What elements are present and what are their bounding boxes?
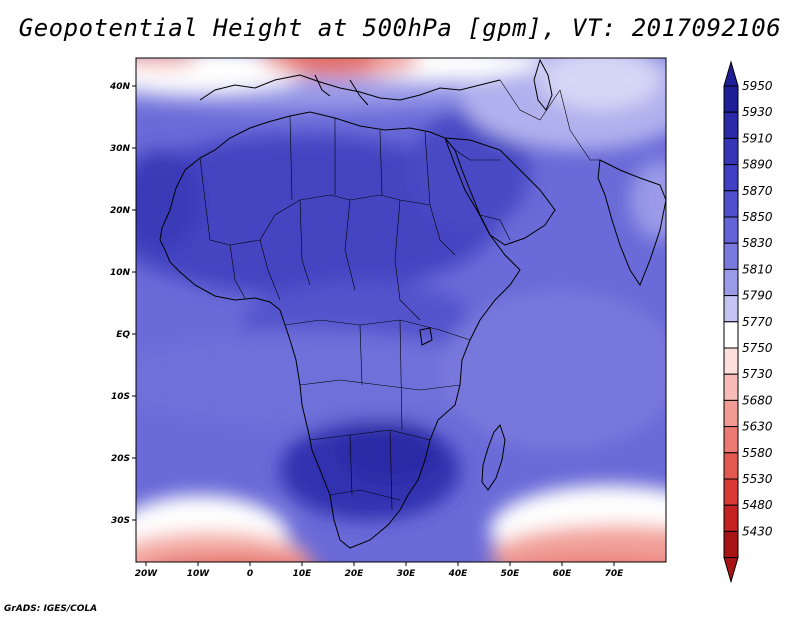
colorbar-label: 5950 — [742, 79, 773, 93]
colorbar-label: 5530 — [742, 472, 773, 486]
lat-tick-label: 10N — [110, 268, 131, 278]
colorbar-label: 5430 — [742, 524, 773, 538]
map-title: Geopotential Height at 500hPa [gpm], VT:… — [18, 14, 782, 42]
colorbar-swatch — [723, 399, 739, 428]
colorbar-swatch — [723, 504, 739, 532]
colorbar-swatch — [723, 530, 739, 559]
colorbar-label: 5810 — [742, 262, 773, 276]
colorbar-swatch — [723, 426, 739, 454]
lon-tick-label: 40E — [448, 569, 469, 579]
colorbar-swatch — [723, 190, 739, 218]
colorbar-swatch — [723, 478, 739, 506]
colorbar-swatch — [723, 216, 739, 244]
colorbar-swatch — [723, 111, 739, 139]
lon-tick-label: 10E — [293, 569, 313, 579]
colorbar-label: 5730 — [742, 367, 773, 381]
colorbar-label: 5480 — [742, 498, 773, 512]
lon-tick-label: 0 — [247, 569, 253, 579]
lon-tick-label: 70E — [605, 569, 625, 579]
lat-tick-label: 20N — [110, 206, 131, 216]
lat-tick-label: 30S — [111, 516, 130, 526]
plot-frame — [135, 57, 667, 563]
colorbar-swatch — [723, 164, 739, 192]
lat-tick-label: 10S — [111, 392, 130, 402]
lon-tick-label: 60E — [553, 569, 573, 579]
colorbar-label: 5770 — [742, 315, 773, 329]
colorbar-swatch — [723, 321, 739, 349]
colorbar-swatch — [723, 452, 739, 480]
lat-tick-label: EQ — [116, 330, 130, 340]
lat-tick-label: 40N — [109, 82, 131, 92]
colorbar-label: 5930 — [742, 105, 773, 119]
colorbar-label: 5630 — [742, 420, 773, 434]
borders — [199, 79, 600, 511]
colorbar-label: 5750 — [742, 341, 773, 355]
colorbar-label: 5870 — [742, 184, 773, 198]
footer-credit: GrADS: IGES/COLA — [4, 604, 98, 614]
lon-tick-label: 20E — [345, 569, 365, 579]
colorbar-swatch — [723, 347, 739, 375]
lon-tick-label: 10W — [187, 569, 211, 579]
lon-tick-label: 30E — [397, 569, 417, 579]
lon-tick-label: 50E — [501, 569, 521, 579]
latitude-axis: 40N 30N 20N 10N EQ 10S 20S 30S — [109, 82, 136, 526]
coastlines — [159, 58, 666, 549]
colorbar-top-arrow — [723, 60, 739, 87]
colorbar-swatch — [723, 373, 739, 401]
lat-tick-label: 20S — [111, 454, 130, 464]
colorbar-swatch — [723, 268, 739, 297]
colorbar-swatch — [723, 137, 739, 166]
lat-tick-label: 30N — [110, 144, 131, 154]
colorbar-label: 5850 — [742, 210, 773, 224]
lon-tick-label: 20W — [135, 569, 159, 579]
colorbar-label: 5910 — [742, 131, 773, 145]
colorbar-bottom-arrow — [723, 557, 739, 584]
colorbar-label: 5830 — [742, 236, 773, 250]
colorbar-label: 5890 — [742, 158, 773, 172]
colorbar-label: 5680 — [742, 393, 773, 407]
geopotential-field — [136, 58, 666, 562]
colorbar-swatch — [723, 242, 739, 270]
colorbar-swatch — [723, 85, 739, 113]
longitude-axis: 20W 10W 0 10E 20E 30E 40E 50E 60E 70E — [135, 562, 624, 579]
colorbar-swatch — [723, 295, 739, 323]
colorbar-label: 5790 — [742, 289, 773, 303]
colorbar: 5950 5930 5910 5890 5870 5850 5830 5810 5790 5770… — [723, 60, 773, 584]
colorbar-label: 5580 — [742, 446, 773, 460]
